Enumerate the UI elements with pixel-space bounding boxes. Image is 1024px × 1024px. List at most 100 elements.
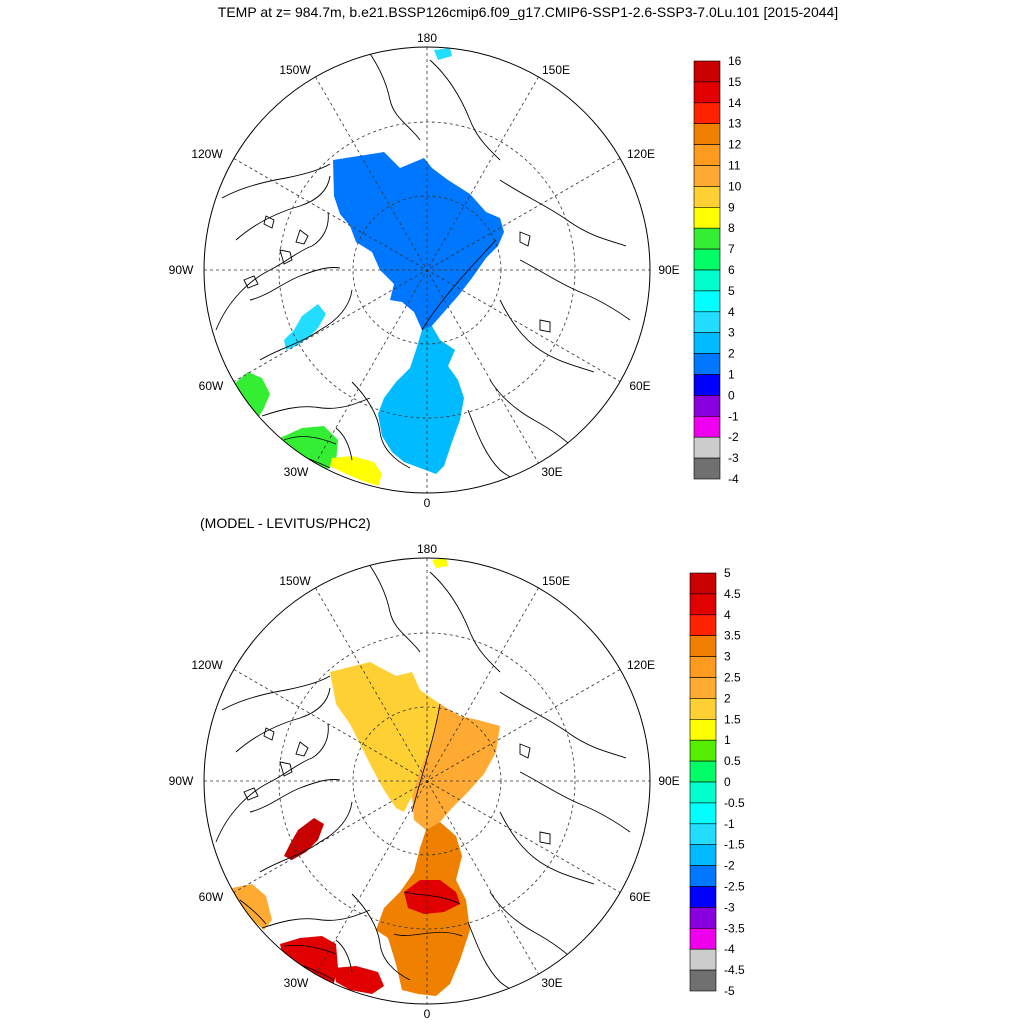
cbBot-swatch-12 bbox=[689, 823, 717, 845]
bottom-lon-30w: 30W bbox=[284, 976, 309, 990]
cbBot-swatch-13 bbox=[689, 844, 717, 866]
top-lon-90w: 90W bbox=[169, 263, 194, 277]
cbBot-swatch-7 bbox=[689, 718, 717, 741]
cbBot-swatch-18 bbox=[689, 948, 717, 971]
cbTop-label-18: -2 bbox=[728, 430, 739, 444]
cbTop-swatch-12 bbox=[693, 311, 721, 333]
cbBot-label-18: -4 bbox=[724, 942, 735, 956]
bottom-lon-150e: 150E bbox=[542, 574, 570, 588]
cbTop-label-15: 1 bbox=[728, 368, 735, 382]
top-field-180-cyan bbox=[434, 48, 452, 60]
top-lon-150w: 150W bbox=[279, 63, 311, 77]
bottom-graticule bbox=[204, 558, 650, 1004]
bottom-coastlines bbox=[215, 558, 631, 1001]
cbTop-swatch-15 bbox=[693, 374, 721, 396]
top-field-30w-yellow bbox=[330, 456, 382, 486]
cbBot-swatch-9 bbox=[689, 760, 717, 783]
bottom-lon-120w: 120W bbox=[191, 658, 223, 672]
cbTop-swatch-10 bbox=[693, 269, 721, 292]
cbBot-label-5: 2.5 bbox=[724, 671, 741, 685]
cbTop-swatch-5 bbox=[693, 165, 721, 187]
cbBot-label-12: -1 bbox=[724, 817, 735, 831]
bottom-lon-150w: 150W bbox=[279, 574, 311, 588]
cbTop-swatch-11 bbox=[693, 290, 721, 313]
cbTop-label-12: 4 bbox=[728, 305, 735, 319]
top-lon-120e: 120E bbox=[627, 147, 655, 161]
cbTop-label-10: 6 bbox=[728, 263, 735, 277]
bottom-field-180-yellow bbox=[432, 558, 448, 568]
bottom-field-30w-right bbox=[334, 966, 384, 994]
cbBot-swatch-3 bbox=[689, 635, 717, 657]
cbBot-swatch-6 bbox=[689, 698, 717, 720]
panel2-title: (MODEL - LEVITUS/PHC2) bbox=[200, 515, 371, 531]
cbBot-label-4: 3 bbox=[724, 650, 731, 664]
cbTop-swatch-6 bbox=[693, 186, 721, 208]
top-field-60w bbox=[234, 372, 270, 418]
cbTop-swatch-7 bbox=[693, 207, 721, 229]
cbTop-swatch-9 bbox=[693, 248, 721, 271]
cbBot-label-2: 4 bbox=[724, 608, 731, 622]
top-lon-30e: 30E bbox=[541, 465, 562, 479]
cbBot-swatch-16 bbox=[689, 907, 717, 929]
cbBot-label-16: -3 bbox=[724, 900, 735, 914]
bottom-lon-180: 180 bbox=[417, 542, 437, 556]
bottom-field-2-2.5 bbox=[412, 704, 500, 830]
top-graticule bbox=[204, 47, 650, 493]
cbBot-label-11: -0.5 bbox=[724, 796, 745, 810]
cbTop-swatch-16 bbox=[693, 395, 721, 417]
cbTop-swatch-13 bbox=[693, 332, 721, 354]
cbTop-swatch-17 bbox=[693, 415, 721, 438]
cbBot-label-8: 1 bbox=[724, 733, 731, 747]
cbTop-swatch-2 bbox=[693, 102, 721, 125]
cbBot-swatch-2 bbox=[689, 614, 717, 636]
cbBot-label-3: 3.5 bbox=[724, 629, 741, 643]
top-lon-150e: 150E bbox=[542, 63, 570, 77]
top-field-30w-green bbox=[280, 426, 338, 470]
cbTop-label-5: 11 bbox=[728, 159, 741, 173]
cbTop-label-6: 10 bbox=[728, 179, 742, 193]
cbTop-swatch-8 bbox=[693, 227, 721, 250]
cbBot-label-9: 0.5 bbox=[724, 754, 741, 768]
bottom-lon-90e: 90E bbox=[658, 774, 679, 788]
cbTop-swatch-1 bbox=[693, 81, 721, 104]
top-polar-map bbox=[203, 46, 651, 494]
top-lon-120w: 120W bbox=[191, 147, 223, 161]
cbTop-swatch-3 bbox=[693, 123, 721, 145]
top-lon-60e: 60E bbox=[629, 379, 650, 393]
cbTop-swatch-4 bbox=[693, 144, 721, 166]
cbBot-label-15: -2.5 bbox=[724, 880, 745, 894]
cbTop-label-1: 15 bbox=[728, 75, 742, 89]
cbBot-label-20: -5 bbox=[724, 984, 735, 998]
cbBot-swatch-11 bbox=[689, 802, 717, 825]
bottom-field-labrador-hot bbox=[284, 818, 324, 860]
cbBot-label-14: -2 bbox=[724, 859, 735, 873]
bottom-polar-map bbox=[203, 557, 651, 1005]
bottom-lon-labels: 180 150W 150E 120W 120E 90W 90E 60W 60E … bbox=[169, 542, 680, 1021]
bottom-field-atlantic-4 bbox=[404, 880, 460, 914]
cbBot-label-7: 1.5 bbox=[724, 712, 741, 726]
cbBot-label-1: 4.5 bbox=[724, 587, 741, 601]
cbBot-swatch-5 bbox=[689, 677, 717, 699]
cbTop-swatch-18 bbox=[693, 436, 721, 459]
cbTop-label-13: 3 bbox=[728, 326, 735, 340]
cbBot-swatch-19 bbox=[689, 969, 717, 992]
bottom-lon-30e: 30E bbox=[541, 976, 562, 990]
bottom-lon-120e: 120E bbox=[627, 658, 655, 672]
cbTop-label-14: 2 bbox=[728, 347, 735, 361]
cbBot-swatch-4 bbox=[689, 656, 717, 678]
cbTop-label-16: 0 bbox=[728, 388, 735, 402]
bottom-lon-90w: 90W bbox=[169, 774, 194, 788]
bottom-lon-60w: 60W bbox=[199, 890, 224, 904]
top-field-arctic-3deg bbox=[378, 326, 464, 474]
cbTop-label-7: 9 bbox=[728, 200, 735, 214]
cbTop-swatch-0 bbox=[693, 60, 721, 83]
cbBot-label-6: 2 bbox=[724, 691, 731, 705]
cbTop-label-20: -4 bbox=[728, 472, 739, 486]
cbTop-swatch-19 bbox=[693, 457, 721, 480]
top-lon-90e: 90E bbox=[658, 263, 679, 277]
cbBot-label-0: 5 bbox=[724, 566, 731, 580]
top-field-arctic-2deg bbox=[333, 152, 504, 330]
cbBot-swatch-17 bbox=[689, 927, 717, 950]
cbTop-label-8: 8 bbox=[728, 221, 735, 235]
